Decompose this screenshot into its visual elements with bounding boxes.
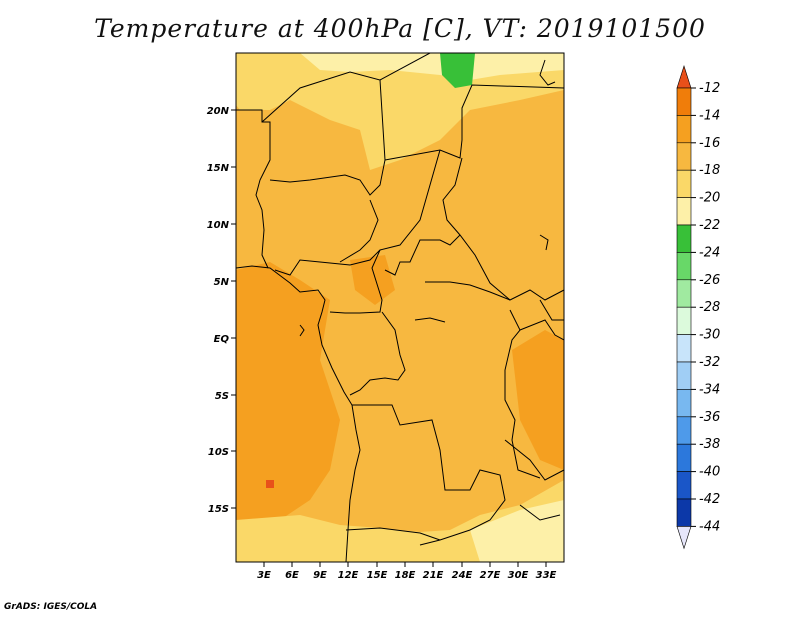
colorbar-swatch — [676, 252, 692, 281]
colorbar-swatch — [676, 169, 692, 198]
colorbar: -12 -14 -16 -18 -20 -22 -24 -26 -28 -30 -32 -34 -36 -… — [676, 65, 720, 550]
lon-tick: 12E — [338, 570, 359, 581]
colorbar-label: -44 — [699, 519, 720, 534]
field-16-14-west — [236, 262, 340, 520]
lon-tick: 27E — [480, 570, 501, 581]
lon-tick: 21E — [423, 570, 444, 581]
colorbar-label: -28 — [699, 300, 720, 315]
colorbar-label: -24 — [699, 245, 720, 260]
colorbar-swatch — [676, 197, 692, 226]
colorbar-arrow-top — [676, 65, 692, 89]
field-20-18-nw — [236, 53, 300, 80]
colorbar-swatch — [676, 87, 692, 116]
lat-tick: 5N — [214, 277, 230, 288]
lon-tick: 18E — [395, 570, 416, 581]
colorbar-swatch — [676, 224, 692, 253]
lon-tick: 9E — [313, 570, 327, 581]
lon-tick: 33E — [536, 570, 557, 581]
lat-tick: 10N — [207, 220, 230, 231]
colorbar-swatch — [676, 416, 692, 445]
map-frame — [235, 52, 565, 563]
colorbar-label: -18 — [699, 163, 720, 178]
lat-tick: 5S — [215, 391, 229, 402]
lat-tick: 20N — [207, 106, 230, 117]
lat-tick: EQ — [214, 334, 230, 345]
colorbar-swatch — [676, 279, 692, 308]
field-16-14-central — [350, 255, 395, 305]
colorbar-label: -16 — [699, 136, 720, 151]
lat-tick: 10S — [208, 447, 229, 458]
lon-tick: 3E — [257, 570, 271, 581]
colorbar-swatch — [676, 334, 692, 363]
lon-tick: 15E — [367, 570, 388, 581]
colorbar-label: -20 — [699, 191, 720, 206]
colorbar-label: -36 — [699, 410, 720, 425]
colorbar-swatch — [676, 471, 692, 500]
colorbar-swatch — [676, 115, 692, 144]
colorbar-label: -14 — [699, 108, 720, 123]
colorbar-label: -26 — [699, 273, 720, 288]
colorbar-swatch — [676, 498, 692, 527]
lon-tick: 30E — [508, 570, 529, 581]
chart-title: Temperature at 400hPa [C], VT: 201910150… — [94, 14, 706, 43]
lat-axis: 20N 15N 10N 5N EQ 5S 10S 15S — [207, 106, 236, 515]
colorbar-swatch — [676, 306, 692, 335]
map-fill — [236, 53, 564, 562]
colorbar-swatch — [676, 389, 692, 418]
colorbar-label: -38 — [699, 437, 720, 452]
field-24-22 — [440, 53, 475, 88]
colorbar-label: -22 — [699, 218, 720, 233]
colorbar-label: -40 — [699, 465, 720, 480]
field-14-12-spot — [266, 480, 274, 488]
lon-tick: 24E — [452, 570, 473, 581]
colorbar-swatch — [676, 142, 692, 171]
lon-tick: 6E — [285, 570, 299, 581]
colorbar-swatch — [676, 361, 692, 390]
field-22-20-south — [470, 500, 564, 562]
lat-tick: 15N — [207, 163, 230, 174]
credit-label: GrADS: IGES/COLA — [4, 602, 98, 612]
lon-axis: 3E 6E 9E 12E 15E 18E 21E 24E 27E 30E 33E — [257, 562, 557, 581]
colorbar-arrow-bottom — [676, 526, 692, 550]
field-22-20-north — [300, 53, 564, 80]
lat-tick: 15S — [208, 504, 229, 515]
colorbar-label: -32 — [699, 355, 720, 370]
field-16-14-east — [512, 330, 564, 470]
colorbar-swatch — [676, 443, 692, 472]
country-borders — [236, 53, 564, 562]
colorbar-label: -30 — [699, 328, 720, 343]
colorbar-label: -42 — [699, 492, 720, 507]
colorbar-label: -34 — [699, 382, 720, 397]
colorbar-label: -12 — [699, 81, 720, 96]
